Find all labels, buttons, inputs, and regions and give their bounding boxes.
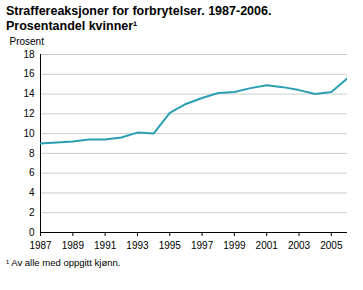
svg-text:18: 18 [23,49,35,60]
html-text:Straffereaksjoner for forbryte: Straffereaksjoner for forbrytelser. 1987… [6,4,272,18]
svg-text:2003: 2003 [288,240,311,251]
svg-text:1991: 1991 [94,240,117,251]
svg-text:2001: 2001 [256,240,279,251]
svg-text:Prosent: Prosent [10,36,45,47]
svg-text:0: 0 [29,227,35,238]
svg-text:4: 4 [29,187,35,198]
svg-text:14: 14 [23,88,35,99]
svg-text:12: 12 [23,108,35,119]
svg-text:1997: 1997 [191,240,214,251]
svg-text:6: 6 [29,167,35,178]
svg-text:1987: 1987 [29,240,52,251]
svg-text:1993: 1993 [126,240,149,251]
svg-text:2005: 2005 [320,240,343,251]
svg-text:10: 10 [23,128,35,139]
svg-text:1995: 1995 [159,240,182,251]
svg-text:2: 2 [29,207,35,218]
svg-text:1989: 1989 [62,240,85,251]
html-text:¹ Av alle med oppgitt kjønn.: ¹ Av alle med oppgitt kjønn. [6,257,121,268]
svg-text:8: 8 [29,148,35,159]
svg-text:16: 16 [23,68,35,79]
svg-text:1999: 1999 [223,240,246,251]
html-text:Prosentandel kvinner¹: Prosentandel kvinner¹ [6,19,138,33]
